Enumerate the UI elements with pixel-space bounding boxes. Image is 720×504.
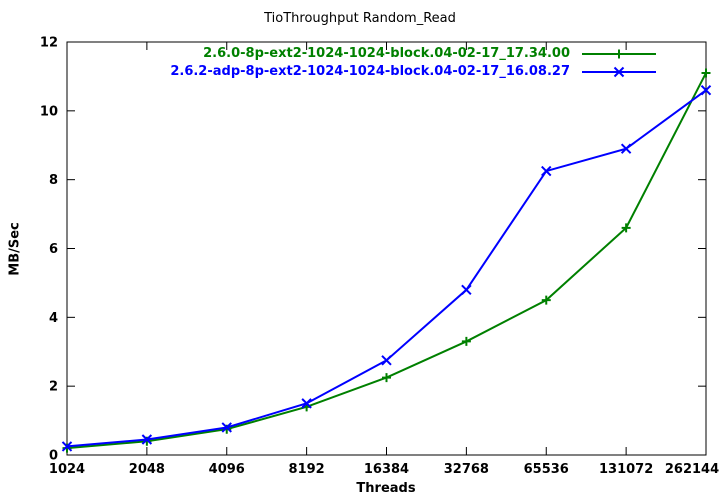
legend-sample-marker — [614, 49, 624, 58]
x-axis-label: Threads — [356, 481, 416, 496]
legend-sample-260 — [582, 49, 656, 58]
legend-entry-262adp: 2.6.2-adp-8p-ext2-1024-1024-block.04-02-… — [170, 64, 658, 79]
legend-label-262adp: 2.6.2-adp-8p-ext2-1024-1024-block.04-02-… — [170, 64, 570, 79]
data-point-marker-plus — [382, 373, 391, 383]
chart-legend: 2.6.0-8p-ext2-1024-1024-block.04-02-17_1… — [170, 46, 658, 79]
legend-sample-262adp — [582, 66, 656, 77]
data-point-marker-plus — [461, 336, 471, 346]
x-tick-label: 16384 — [364, 462, 409, 477]
data-point-marker-cross — [620, 143, 632, 154]
data-point-marker-cross — [301, 398, 312, 409]
series-line-cross — [66, 89, 707, 448]
x-tick-label: 262144 — [665, 462, 719, 477]
y-tick-label: 0 — [49, 449, 58, 464]
series-line-plus — [66, 72, 707, 450]
y-tick-label: 6 — [49, 242, 58, 257]
x-tick-label: 2048 — [129, 462, 165, 477]
x-tick-label: 32768 — [444, 462, 489, 477]
data-point-marker-plus — [621, 223, 631, 233]
data-point-marker-plus — [701, 68, 711, 78]
data-point-marker-cross — [221, 422, 232, 433]
chart-title: TioThroughput Random_Read — [264, 11, 456, 26]
y-tick-label: 10 — [40, 104, 58, 119]
y-tick-label: 8 — [49, 173, 58, 188]
legend-entry-260: 2.6.0-8p-ext2-1024-1024-block.04-02-17_1… — [203, 46, 658, 61]
data-point-marker-cross — [141, 434, 153, 445]
data-point-marker-cross — [700, 84, 712, 96]
data-point-marker-plus — [62, 443, 72, 453]
legend-sample-marker — [613, 66, 625, 77]
x-tick-label: 8192 — [289, 462, 325, 477]
data-point-marker-cross — [61, 441, 73, 452]
data-point-marker-cross — [541, 165, 552, 177]
plot-border — [66, 41, 707, 456]
legend-label-260: 2.6.0-8p-ext2-1024-1024-block.04-02-17_1… — [203, 46, 570, 61]
data-point-marker-plus — [541, 295, 551, 305]
data-point-marker-cross — [381, 355, 392, 366]
x-tick-label: 65536 — [524, 462, 569, 477]
y-tick-label: 12 — [40, 36, 58, 51]
y-tick-label: 2 — [49, 380, 58, 395]
x-tick-label: 4096 — [209, 462, 245, 477]
y-tick-label: 4 — [49, 311, 58, 326]
x-tick-label: 131072 — [599, 462, 653, 477]
x-tick-label: 1024 — [49, 462, 85, 477]
data-point-marker-cross — [461, 284, 472, 296]
